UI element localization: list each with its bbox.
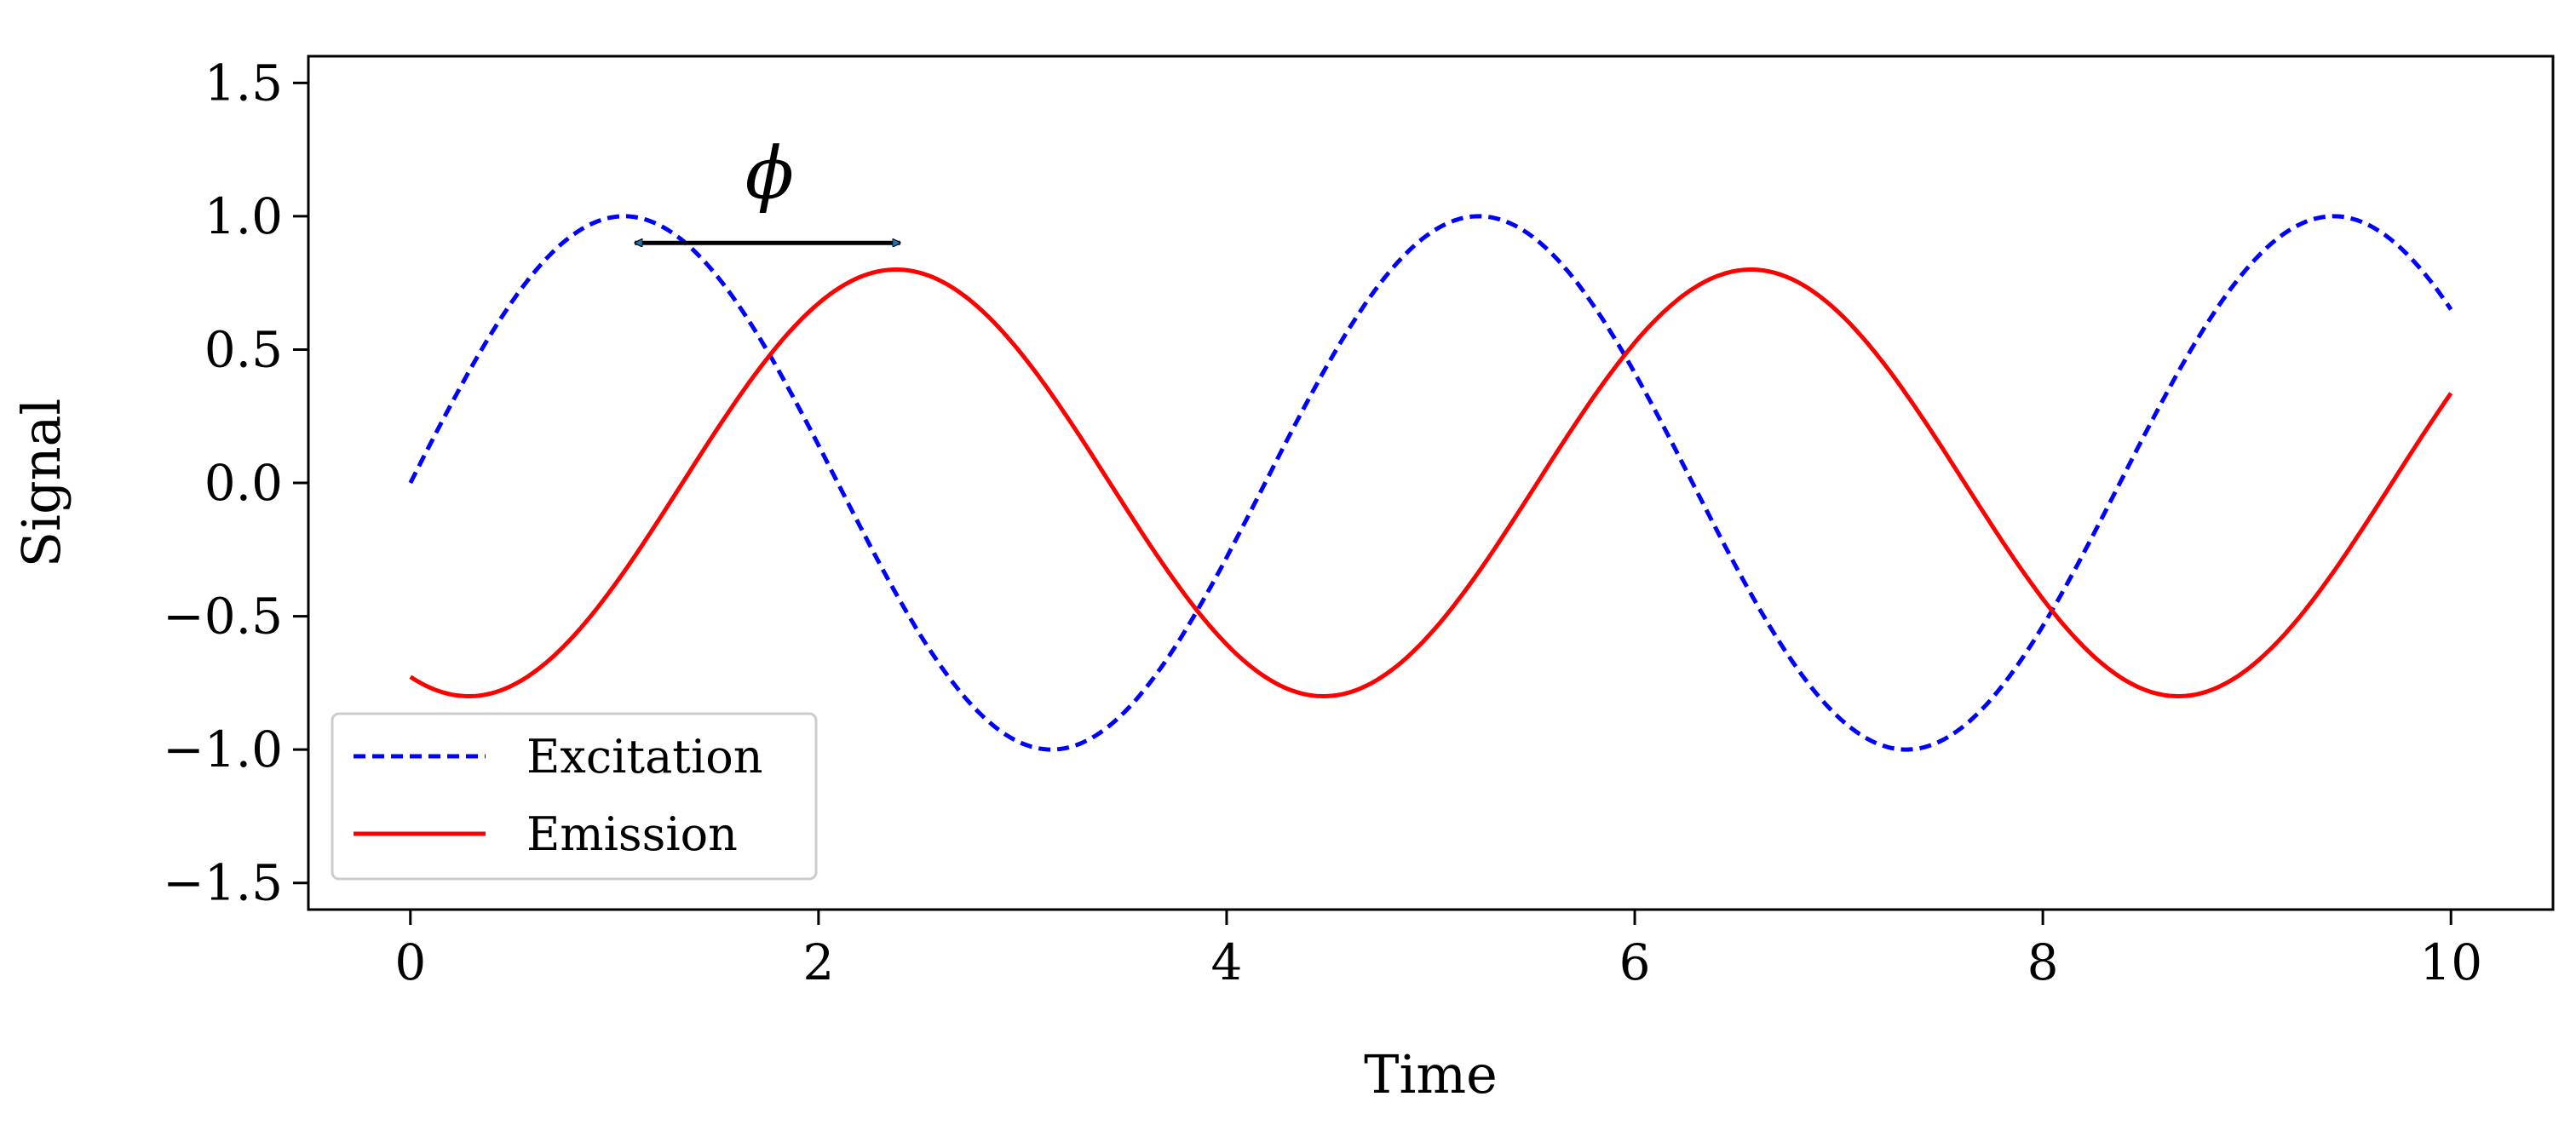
series-line-emission xyxy=(409,267,2453,698)
y-tick-label-5: 1.0 xyxy=(204,187,283,245)
y-axis: −1.5 −1.0 −0.5 0.0 0.5 1.0 1.5 xyxy=(163,54,308,912)
series-line-excitation xyxy=(408,214,2453,752)
x-tick-label-5: 10 xyxy=(2419,933,2482,991)
x-tick-label-0: 0 xyxy=(394,933,426,991)
y-axis-label: Signal xyxy=(10,399,72,568)
annotation-layer: ϕ xyxy=(635,132,900,244)
x-tick-label-2: 4 xyxy=(1211,933,1243,991)
y-tick-label-0: −1.5 xyxy=(163,854,283,912)
y-tick-label-1: −1.0 xyxy=(163,721,283,778)
x-axis: 0 2 4 6 8 10 xyxy=(394,910,2482,991)
legend-label-emission: Emission xyxy=(526,807,738,861)
y-tick-label-4: 0.5 xyxy=(204,320,283,378)
x-tick-label-3: 6 xyxy=(1619,933,1651,991)
legend-label-excitation: Excitation xyxy=(526,730,763,784)
phase-label: ϕ xyxy=(745,132,794,215)
y-tick-label-3: 0.0 xyxy=(204,454,283,512)
series-layer xyxy=(408,214,2453,752)
x-tick-label-4: 8 xyxy=(2027,933,2059,991)
y-tick-label-6: 1.5 xyxy=(204,54,283,112)
x-axis-label: Time xyxy=(1364,1043,1498,1105)
legend: Excitation Emission xyxy=(331,712,818,881)
y-tick-label-2: −0.5 xyxy=(163,588,283,646)
x-tick-label-1: 2 xyxy=(802,933,834,991)
